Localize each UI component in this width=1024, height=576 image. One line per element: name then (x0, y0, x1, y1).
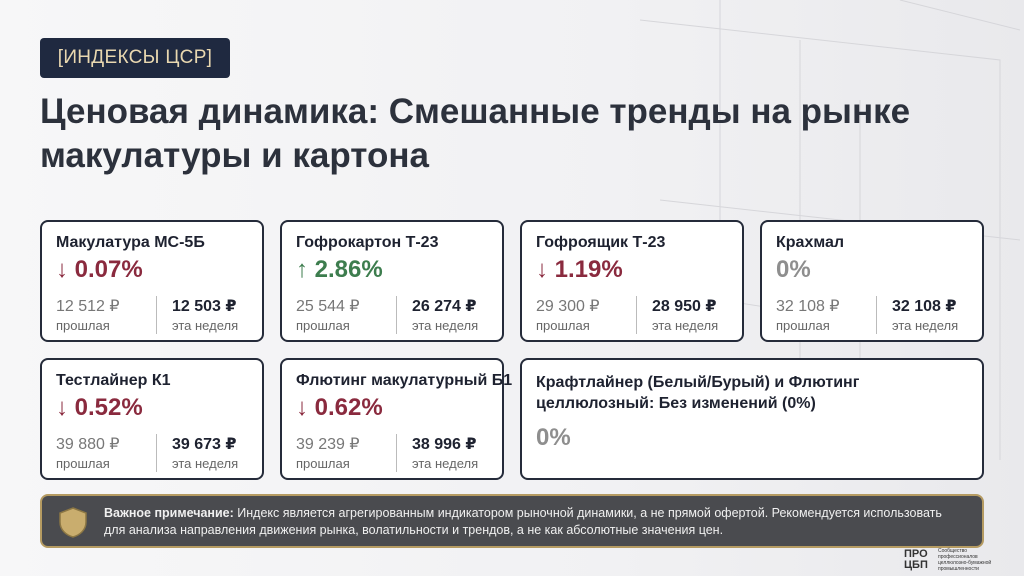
previous-price: 12 512 ₽ (56, 298, 120, 315)
previous-label: прошлая (296, 318, 350, 333)
current-price: 28 950 ₽ (652, 298, 717, 315)
shield-icon (59, 507, 87, 538)
current-label: эта неделя (412, 318, 479, 333)
current-price: 38 996 ₽ (412, 436, 477, 453)
current-label: эта неделя (412, 456, 479, 471)
note-label: Важное примечание: (104, 506, 234, 520)
previous-price: 29 300 ₽ (536, 298, 600, 315)
price-card: Гофроящик Т-23 ↓ 1.19% 29 300 ₽ прошлая 28 9… (520, 220, 744, 342)
divider (396, 434, 397, 472)
card-change: 0% (536, 424, 571, 451)
logo-mark: ПРО ЦБП (904, 548, 928, 571)
current-price: 32 108 ₽ (892, 298, 957, 315)
card-change: ↓ 0.62% (296, 394, 383, 421)
card-change: ↓ 1.19% (536, 256, 623, 283)
note-body: Индекс является агрегированным индикатор… (104, 506, 942, 537)
card-change: 0% (776, 256, 811, 283)
divider (156, 434, 157, 472)
current-price: 12 503 ₽ (172, 298, 237, 315)
card-name: Крахмал (776, 234, 845, 251)
card-name: Тестлайнер К1 (56, 372, 171, 389)
price-card: Гофрокартон Т-23 ↑ 2.86% 25 544 ₽ прошлая 26… (280, 220, 504, 342)
current-price: 26 274 ₽ (412, 298, 477, 315)
previous-label: прошлая (56, 318, 110, 333)
divider (156, 296, 157, 334)
previous-label: прошлая (776, 318, 830, 333)
divider (876, 296, 877, 334)
previous-label: прошлая (56, 456, 110, 471)
wide-card: Крафтлайнер (Белый/Бурый) и Флютинг целл… (520, 358, 984, 480)
current-price: 39 673 ₽ (172, 436, 237, 453)
price-card: Макулатура МС-5Б ↓ 0.07% 12 512 ₽ прошлая 12… (40, 220, 264, 342)
current-label: эта неделя (172, 318, 239, 333)
price-card: Флютинг макулатурный Б1 ↓ 0.62% 39 239 ₽ пр… (280, 358, 512, 480)
card-name: Крафтлайнер (Белый/Бурый) и Флютинг целл… (536, 374, 860, 412)
previous-price: 32 108 ₽ (776, 298, 840, 315)
current-label: эта неделя (172, 456, 239, 471)
logo: ПРО ЦБП Сообщество профессионалов целлюл… (904, 548, 1008, 572)
card-name: Флютинг макулатурный Б1 (296, 372, 513, 389)
price-card: Тестлайнер К1 ↓ 0.52% 39 880 ₽ прошлая 39 67… (40, 358, 264, 480)
previous-price: 39 239 ₽ (296, 436, 360, 453)
previous-label: прошлая (536, 318, 590, 333)
logo-caption: Сообщество профессионалов целлюлозно-бум… (938, 548, 992, 572)
previous-price: 39 880 ₽ (56, 436, 120, 453)
price-card: Крахмал 0% 32 108 ₽ прошлая 32 108 ₽ эта неде… (760, 220, 984, 342)
note-box: Важное примечание: Индекс является агрег… (40, 494, 984, 548)
slide-title: Ценовая динамика: Смешанные тренды на ры… (40, 92, 911, 175)
note-text: Важное примечание: Индекс является агрег… (104, 505, 964, 539)
card-name: Макулатура МС-5Б (56, 234, 205, 251)
card-change: ↓ 0.52% (56, 394, 143, 421)
divider (636, 296, 637, 334)
current-label: эта неделя (892, 318, 959, 333)
divider (396, 296, 397, 334)
card-change: ↑ 2.86% (296, 256, 383, 283)
card-change: ↓ 0.07% (56, 256, 143, 283)
card-name: Гофрокартон Т-23 (296, 234, 439, 251)
previous-price: 25 544 ₽ (296, 298, 360, 315)
previous-label: прошлая (296, 456, 350, 471)
current-label: эта неделя (652, 318, 719, 333)
card-name: Гофроящик Т-23 (536, 234, 666, 251)
section-tag: [ИНДЕКСЫ ЦСР] (40, 38, 230, 78)
